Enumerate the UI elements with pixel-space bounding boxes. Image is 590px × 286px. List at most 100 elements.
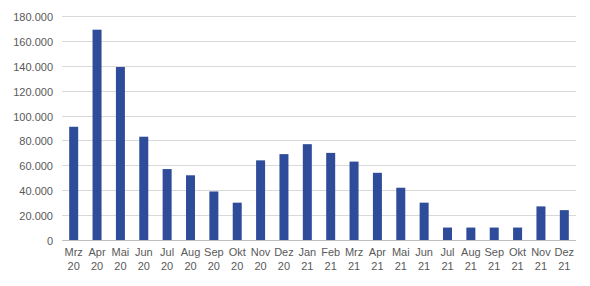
bar bbox=[209, 191, 218, 240]
x-tick-label: Apr21 bbox=[369, 246, 386, 272]
x-tick-label-line: 21 bbox=[558, 260, 570, 272]
bar bbox=[163, 169, 172, 240]
x-axis-labels: Mrz20Apr20Mai20Jun20Jul20Aug20Sep20Okt20… bbox=[65, 246, 575, 272]
x-tick-label-line: 20 bbox=[254, 260, 266, 272]
x-tick-label-line: 21 bbox=[535, 260, 547, 272]
x-tick-label-line: 21 bbox=[301, 260, 313, 272]
x-tick-label-line: 21 bbox=[488, 260, 500, 272]
x-tick-label: Mai 21 bbox=[392, 246, 410, 272]
y-tick-label: 140.000 bbox=[13, 61, 53, 73]
x-tick-label-line: 20 bbox=[68, 260, 80, 272]
x-tick-label: Nov 21 bbox=[531, 246, 551, 272]
x-tick-label-line: 21 bbox=[465, 260, 477, 272]
x-tick-label: Okt 21 bbox=[509, 246, 526, 272]
bar bbox=[373, 173, 382, 240]
x-tick-label: Mrz 21 bbox=[345, 246, 363, 272]
x-tick-label-line: 20 bbox=[184, 260, 196, 272]
x-tick-label-line: Mai bbox=[392, 246, 410, 258]
bar bbox=[443, 228, 452, 240]
bar bbox=[466, 228, 475, 240]
x-tick-label-line: 21 bbox=[348, 260, 360, 272]
bar bbox=[186, 175, 195, 240]
y-tick-label: 180.000 bbox=[13, 11, 53, 23]
chart-container: 020.00040.00060.00080.000100.000120.0001… bbox=[0, 0, 590, 286]
x-tick-label: Sep 21 bbox=[484, 246, 504, 272]
x-tick-label: Apr 20 bbox=[88, 246, 105, 272]
x-tick-label-line: Nov bbox=[251, 246, 271, 258]
x-tick-label: Mrz 20 bbox=[65, 246, 83, 272]
x-tick-label-line: 21 bbox=[441, 260, 453, 272]
y-tick-label: 120.000 bbox=[13, 86, 53, 98]
x-tick-label-line: 20 bbox=[208, 260, 220, 272]
x-tick-label: Jun 20 bbox=[135, 246, 153, 272]
x-tick-label-line: Jul bbox=[160, 246, 174, 258]
y-tick-label: 40.000 bbox=[19, 185, 53, 197]
x-tick-label-line: 21 bbox=[395, 260, 407, 272]
x-tick-label-line: Jun bbox=[135, 246, 153, 258]
x-tick-label-line: Aug bbox=[181, 246, 201, 258]
grid-line bbox=[62, 140, 576, 141]
grid-line bbox=[62, 190, 576, 191]
bar bbox=[256, 160, 265, 240]
grid-line bbox=[62, 66, 576, 67]
grid-line bbox=[62, 91, 576, 92]
x-tick-label-line: Jul bbox=[440, 246, 454, 258]
x-tick-label-line: Aug bbox=[461, 246, 481, 258]
bar bbox=[139, 137, 148, 240]
x-tick-label-line: 21 bbox=[325, 260, 337, 272]
x-tick-label-line: Mai bbox=[112, 246, 130, 258]
bar bbox=[396, 188, 405, 240]
grid bbox=[62, 17, 576, 241]
x-tick-label-line: 21 bbox=[371, 260, 383, 272]
grid-line bbox=[62, 116, 576, 117]
x-tick-label: Mai 20 bbox=[112, 246, 130, 272]
chart-svg: 020.00040.00060.00080.000100.000120.0001… bbox=[0, 0, 590, 286]
grid-line bbox=[62, 41, 576, 42]
x-tick-label-line: 20 bbox=[114, 260, 126, 272]
x-tick-label-line: 21 bbox=[418, 260, 430, 272]
bar bbox=[326, 153, 335, 240]
bar bbox=[490, 228, 499, 240]
x-tick-label: Dez 21 bbox=[555, 246, 575, 272]
y-tick-label: 80.000 bbox=[19, 135, 53, 147]
x-tick-label: Nov 20 bbox=[251, 246, 271, 272]
grid-line bbox=[62, 215, 576, 216]
x-tick-label-line: 20 bbox=[278, 260, 290, 272]
x-tick-label-line: Apr bbox=[88, 246, 105, 258]
x-tick-label: Dez20 bbox=[274, 246, 294, 272]
bar bbox=[420, 203, 429, 240]
x-tick-label-line: Mrz bbox=[65, 246, 83, 258]
x-tick-label: Aug 20 bbox=[181, 246, 201, 272]
bar bbox=[560, 210, 569, 240]
bar bbox=[536, 206, 545, 240]
x-tick-label-line: 21 bbox=[511, 260, 523, 272]
bar bbox=[116, 67, 125, 240]
x-tick-label: Feb21 bbox=[321, 246, 340, 272]
y-tick-label: 0 bbox=[47, 235, 53, 247]
x-tick-label-line: Jun bbox=[415, 246, 433, 258]
y-tick-label: 160.000 bbox=[13, 36, 53, 48]
grid-line bbox=[62, 16, 576, 17]
x-tick-label: Sep 20 bbox=[204, 246, 224, 272]
bar bbox=[303, 144, 312, 240]
bar bbox=[233, 203, 242, 240]
x-tick-label: Jun 21 bbox=[415, 246, 433, 272]
x-tick-label: Aug 21 bbox=[461, 246, 481, 272]
x-tick-label-line: 20 bbox=[138, 260, 150, 272]
x-tick-label-line: 20 bbox=[231, 260, 243, 272]
x-tick-label-line: Dez bbox=[555, 246, 575, 258]
x-tick-label-line: Jan bbox=[298, 246, 316, 258]
y-tick-label: 20.000 bbox=[19, 210, 53, 222]
x-tick-label-line: 20 bbox=[91, 260, 103, 272]
y-axis-labels: 020.00040.00060.00080.000100.000120.0001… bbox=[13, 11, 53, 247]
grid-line bbox=[62, 240, 576, 241]
x-tick-label-line: Sep bbox=[204, 246, 224, 258]
x-tick-label-line: Nov bbox=[531, 246, 551, 258]
grid-line bbox=[62, 165, 576, 166]
x-tick-label: Okt20 bbox=[229, 246, 246, 272]
x-tick-label-line: Sep bbox=[484, 246, 504, 258]
x-tick-label-line: Okt bbox=[509, 246, 526, 258]
x-tick-label-line: Mrz bbox=[345, 246, 363, 258]
x-tick-label: Jul 21 bbox=[440, 246, 454, 272]
bar bbox=[350, 162, 359, 240]
